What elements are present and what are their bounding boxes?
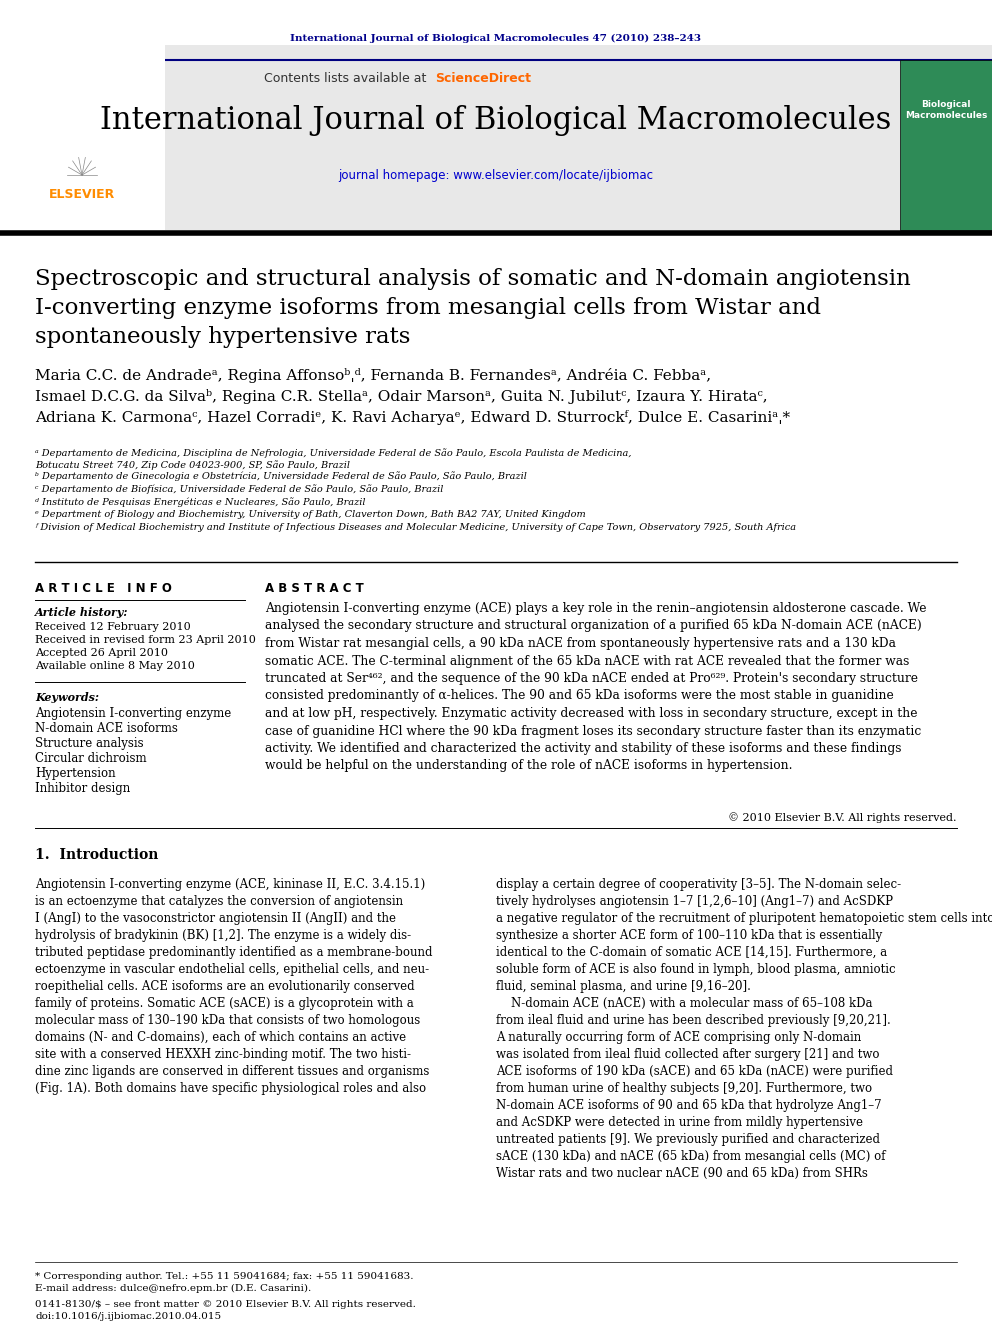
Text: Received 12 February 2010: Received 12 February 2010 <box>35 622 190 632</box>
Text: ᵉ Department of Biology and Biochemistry, University of Bath, Claverton Down, Ba: ᵉ Department of Biology and Biochemistry… <box>35 509 585 519</box>
Text: Keywords:: Keywords: <box>35 692 99 703</box>
Text: journal homepage: www.elsevier.com/locate/ijbiomac: journal homepage: www.elsevier.com/locat… <box>338 168 654 181</box>
Text: display a certain degree of cooperativity [3–5]. The N-domain selec-
tively hydr: display a certain degree of cooperativit… <box>496 878 992 1180</box>
Text: 0141-8130/$ – see front matter © 2010 Elsevier B.V. All rights reserved.: 0141-8130/$ – see front matter © 2010 El… <box>35 1301 416 1308</box>
Text: Biological
Macromolecules: Biological Macromolecules <box>905 101 987 119</box>
FancyBboxPatch shape <box>900 60 992 230</box>
Text: Accepted 26 April 2010: Accepted 26 April 2010 <box>35 648 168 658</box>
Text: © 2010 Elsevier B.V. All rights reserved.: © 2010 Elsevier B.V. All rights reserved… <box>728 812 957 823</box>
Text: Structure analysis: Structure analysis <box>35 737 144 750</box>
Text: ScienceDirect: ScienceDirect <box>435 71 531 85</box>
Text: Angiotensin I-converting enzyme (ACE) plays a key role in the renin–angiotensin : Angiotensin I-converting enzyme (ACE) pl… <box>265 602 927 773</box>
Text: ELSEVIER: ELSEVIER <box>49 188 115 201</box>
Text: International Journal of Biological Macromolecules 47 (2010) 238–243: International Journal of Biological Macr… <box>291 33 701 42</box>
Text: A B S T R A C T: A B S T R A C T <box>265 582 364 595</box>
Text: Available online 8 May 2010: Available online 8 May 2010 <box>35 662 194 671</box>
Text: Received in revised form 23 April 2010: Received in revised form 23 April 2010 <box>35 635 256 646</box>
Text: Circular dichroism: Circular dichroism <box>35 751 147 765</box>
Text: ᵃ Departamento de Medicina, Disciplina de Nefrologia, Universidade Federal de Sã: ᵃ Departamento de Medicina, Disciplina d… <box>35 448 632 470</box>
FancyBboxPatch shape <box>0 45 992 230</box>
Text: Hypertension: Hypertension <box>35 767 116 781</box>
Text: E-mail address: dulce@nefro.epm.br (D.E. Casarini).: E-mail address: dulce@nefro.epm.br (D.E.… <box>35 1285 311 1293</box>
Text: Article history:: Article history: <box>35 607 129 618</box>
Text: A R T I C L E   I N F O: A R T I C L E I N F O <box>35 582 172 595</box>
Text: doi:10.1016/j.ijbiomac.2010.04.015: doi:10.1016/j.ijbiomac.2010.04.015 <box>35 1312 221 1320</box>
Text: Angiotensin I-converting enzyme (ACE, kininase II, E.C. 3.4.15.1)
is an ectoenzy: Angiotensin I-converting enzyme (ACE, ki… <box>35 878 433 1095</box>
Text: ᵇ Departamento de Ginecologia e Obstetrícia, Universidade Federal de São Paulo, : ᵇ Departamento de Ginecologia e Obstetrí… <box>35 471 527 480</box>
Text: ᶠ Division of Medical Biochemistry and Institute of Infectious Diseases and Mole: ᶠ Division of Medical Biochemistry and I… <box>35 523 797 532</box>
Text: ᵈ Instituto de Pesquisas Energéticas e Nucleares, São Paulo, Brazil: ᵈ Instituto de Pesquisas Energéticas e N… <box>35 497 365 507</box>
Text: 1.  Introduction: 1. Introduction <box>35 848 159 863</box>
Text: International Journal of Biological Macromolecules: International Journal of Biological Macr… <box>100 105 892 135</box>
Text: Angiotensin I-converting enzyme: Angiotensin I-converting enzyme <box>35 706 231 720</box>
FancyBboxPatch shape <box>0 45 165 230</box>
Text: Spectroscopic and structural analysis of somatic and N-domain angiotensin
I-conv: Spectroscopic and structural analysis of… <box>35 269 911 348</box>
Text: N-domain ACE isoforms: N-domain ACE isoforms <box>35 722 178 736</box>
Text: Inhibitor design: Inhibitor design <box>35 782 130 795</box>
Text: ᶜ Departamento de Biofísica, Universidade Federal de São Paulo, São Paulo, Brazi: ᶜ Departamento de Biofísica, Universidad… <box>35 484 443 493</box>
Text: Contents lists available at: Contents lists available at <box>264 71 430 85</box>
Text: Maria C.C. de Andradeᵃ, Regina Affonsoᵇˌᵈ, Fernanda B. Fernandesᵃ, Andréia C. Fe: Maria C.C. de Andradeᵃ, Regina Affonsoᵇˌ… <box>35 368 790 425</box>
Text: * Corresponding author. Tel.: +55 11 59041684; fax: +55 11 59041683.: * Corresponding author. Tel.: +55 11 590… <box>35 1271 414 1281</box>
